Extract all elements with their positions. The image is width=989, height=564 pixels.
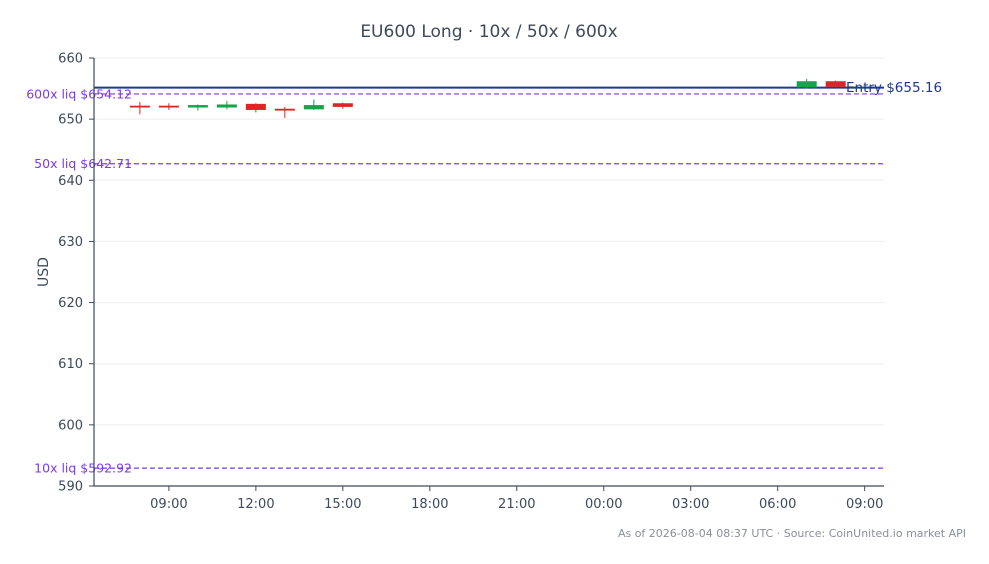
footer-source: As of 2026-08-04 08:37 UTC · Source: Coi… [618,527,966,540]
y-tick-label: 660 [58,52,83,67]
x-tick-label: 12:00 [237,497,274,512]
liquidation-label: 50x liq $642.71 [34,156,132,171]
candle-body [332,103,353,107]
y-tick-label: 590 [58,480,83,495]
candle-down [158,103,179,110]
liquidation-label: 600x liq $654.12 [26,86,132,101]
x-tick-label: 21:00 [498,497,535,512]
y-tick-label: 600 [58,418,83,433]
axes [93,58,884,487]
candle-down [274,106,295,118]
x-tick-label: 06:00 [759,497,796,512]
x-tick-label: 15:00 [324,497,361,512]
x-axis-ticks: 09:00 12:00 15:00 18:00 21:00 00:00 03:00 06:00… [150,486,883,512]
y-axis-ticks: 590 600 610 620 630 640 650 660 [58,52,94,495]
candle-body [303,105,324,110]
chart-title: EU600 Long · 10x / 50x / 600x [360,22,617,42]
x-tick-label: 09:00 [150,497,187,512]
y-tick-label: 620 [58,296,83,311]
gridlines [94,57,884,487]
x-tick-label: 09:00 [846,497,883,512]
candle-body [825,81,846,87]
entry-line-group: Entry $655.16 [94,80,942,96]
candle-up [216,100,237,110]
candle-body [216,104,237,108]
liquidation-label: 10x liq $592.92 [34,461,132,476]
y-tick-label: 630 [58,235,83,250]
candle-down [245,103,266,113]
candle-down [825,80,846,88]
x-tick-label: 18:00 [411,497,448,512]
candle-body [129,105,150,108]
liquidation-lines: 600x liq $654.12 50x liq $642.71 10x liq $… [26,86,884,476]
x-tick-label: 00:00 [585,497,622,512]
candle-down [129,102,150,115]
candle-up [796,78,817,89]
x-tick-label: 03:00 [672,497,709,512]
candle-body [245,103,266,110]
candle-body [187,105,208,108]
y-tick-label: 640 [58,174,83,189]
candle-down [332,102,353,109]
candle-body [158,105,179,108]
candle-up [303,99,324,110]
candles [129,78,846,118]
candle-body [274,108,295,111]
candle-up [187,104,208,111]
y-tick-label: 610 [58,357,83,372]
entry-label: Entry $655.16 [846,80,942,96]
y-axis-label: USD [36,257,52,287]
y-tick-label: 650 [58,113,83,128]
candle-body [796,81,817,88]
